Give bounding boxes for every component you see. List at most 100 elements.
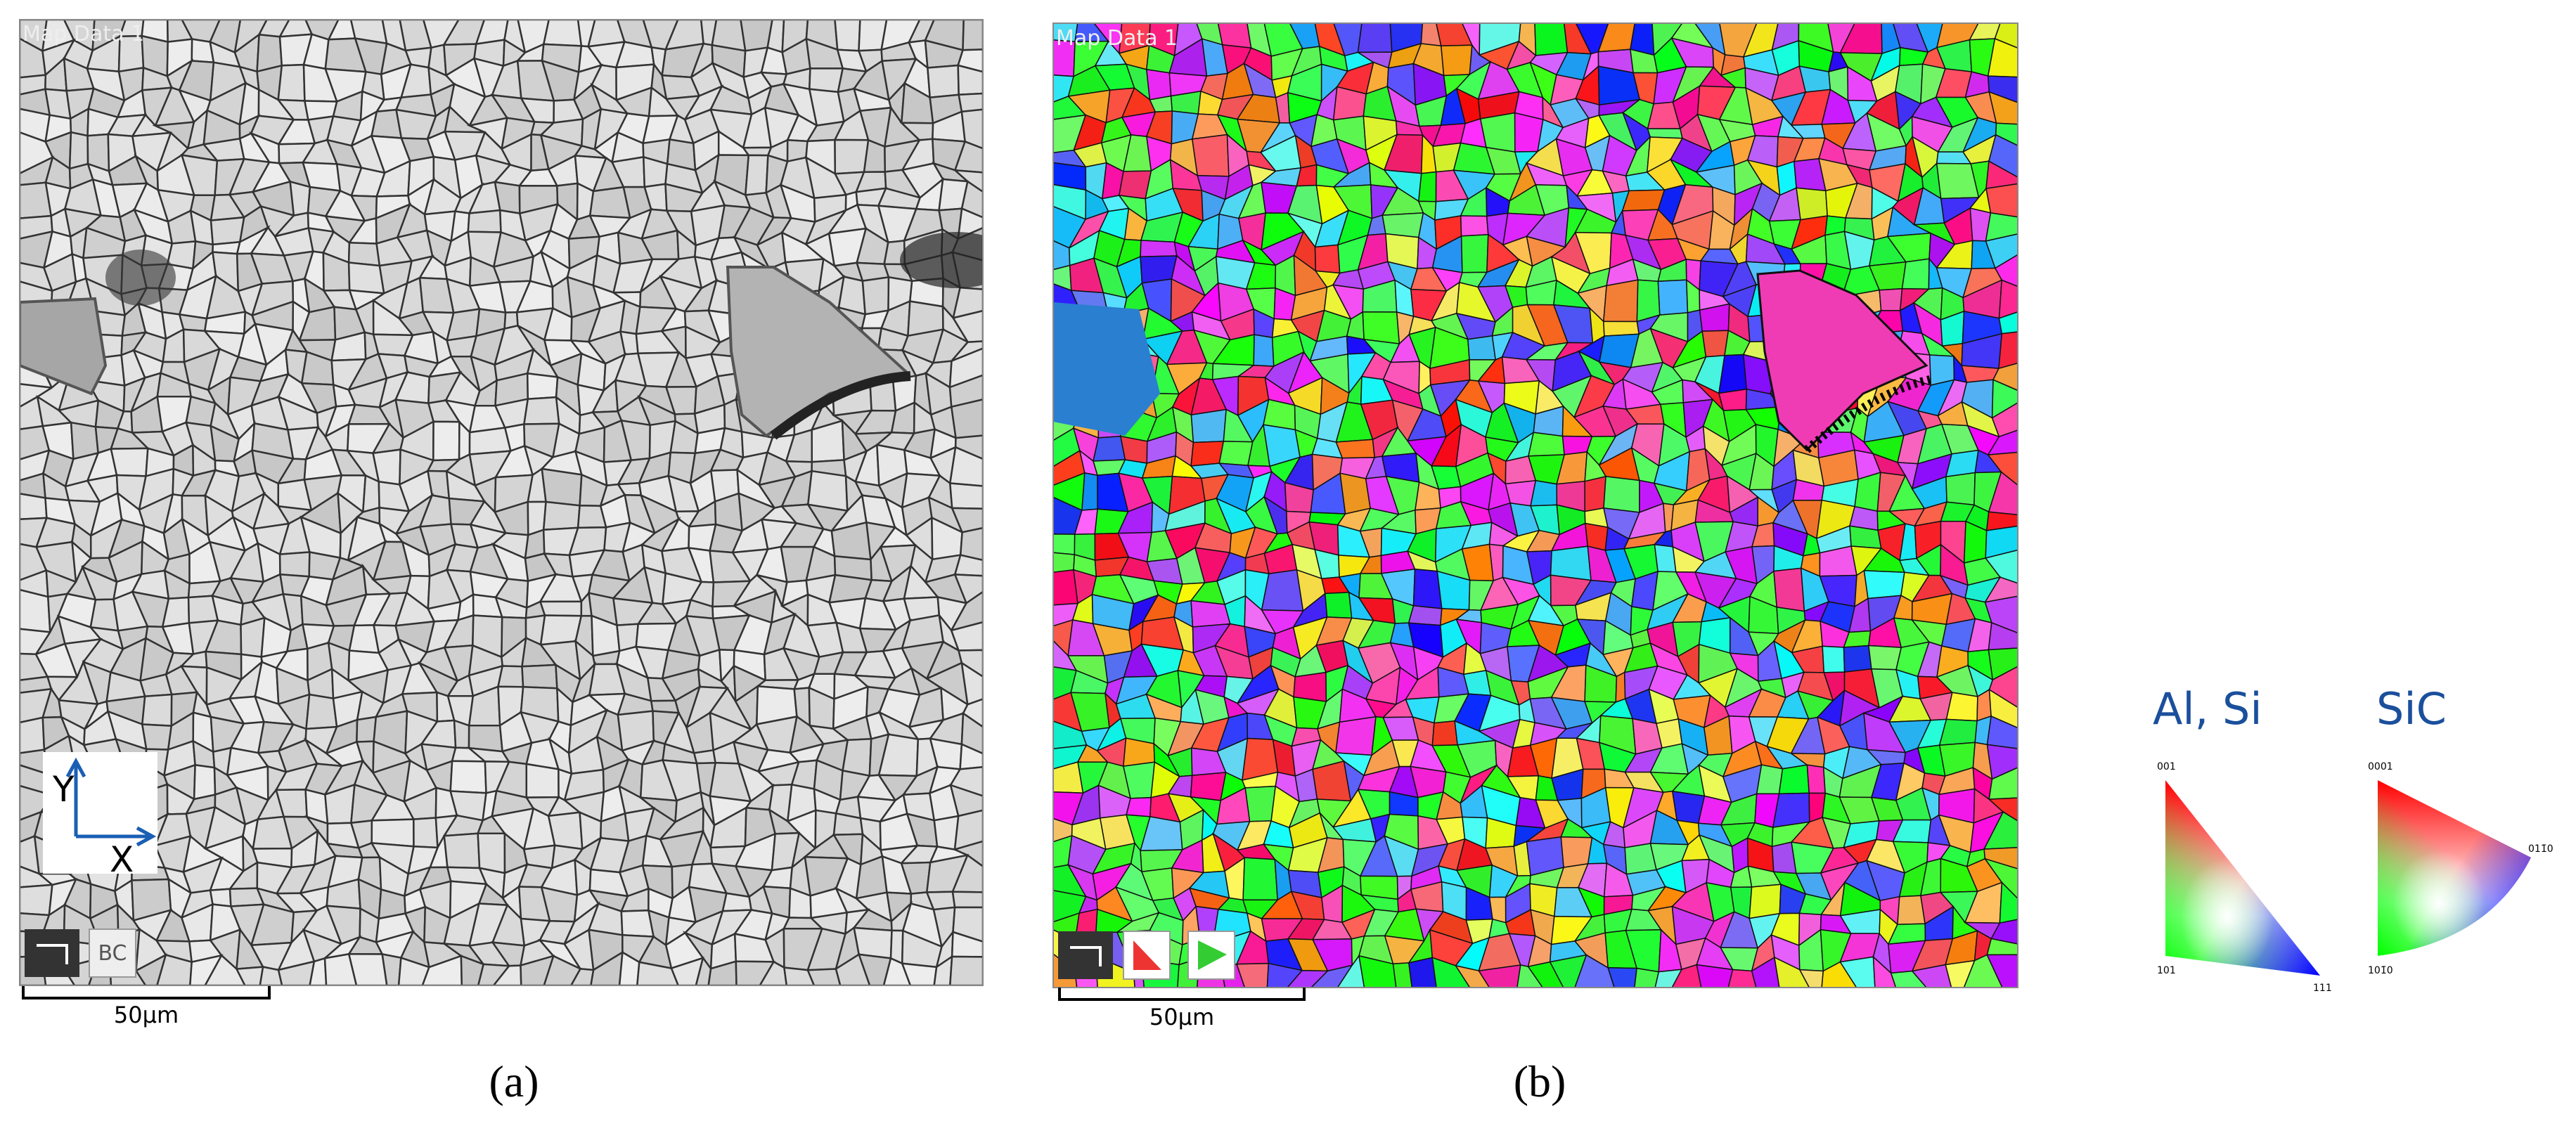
grain	[1986, 954, 2018, 988]
grain	[1093, 435, 1126, 462]
grain	[693, 749, 717, 765]
grain	[1191, 134, 1230, 177]
grain	[547, 811, 584, 850]
grain	[1990, 919, 2018, 945]
grain	[1696, 964, 1734, 988]
grain	[1987, 451, 2018, 486]
grain	[857, 953, 892, 985]
grain	[958, 92, 983, 113]
grain	[951, 931, 983, 958]
grain	[960, 108, 983, 150]
grain	[1310, 964, 1353, 988]
grain	[957, 64, 983, 96]
grain	[460, 954, 485, 985]
grain	[1984, 595, 2018, 634]
grain	[543, 954, 582, 985]
grain	[960, 711, 983, 755]
grain	[522, 396, 560, 425]
grain	[1440, 44, 1473, 77]
grain	[735, 960, 775, 985]
grain	[957, 207, 983, 240]
grain	[949, 784, 983, 817]
axis-x-label: X	[110, 839, 134, 880]
grain	[1417, 171, 1437, 202]
grain	[1654, 969, 1683, 988]
grain	[952, 286, 983, 320]
grain	[1911, 964, 1952, 988]
grain	[834, 20, 861, 52]
grain	[1984, 576, 2018, 603]
grain	[1460, 215, 1489, 237]
grain	[1053, 552, 1076, 574]
grain	[1190, 772, 1227, 801]
grain	[1985, 233, 2018, 269]
grain	[1337, 954, 1365, 988]
grain	[449, 760, 487, 794]
grain	[953, 554, 983, 577]
ipf-sector	[2378, 780, 2531, 956]
grain	[526, 372, 559, 401]
grain	[962, 20, 983, 51]
grain	[520, 954, 555, 985]
axis-indicator: Y X	[43, 752, 157, 880]
grain	[525, 763, 560, 798]
grain	[951, 853, 983, 893]
grain	[1527, 961, 1564, 988]
grain	[204, 954, 246, 985]
grain	[953, 140, 983, 174]
grain	[927, 64, 960, 99]
grain	[189, 954, 224, 985]
grain	[1998, 279, 2018, 319]
grain	[1244, 785, 1277, 822]
grain	[1145, 69, 1172, 101]
grain	[468, 427, 512, 455]
grain	[235, 966, 264, 985]
grain	[959, 743, 983, 770]
grain	[949, 590, 983, 632]
grain	[1988, 647, 2018, 681]
grain	[960, 180, 983, 219]
caption: (b)	[1514, 1056, 1566, 1106]
map-title: Map Data 1	[22, 22, 144, 46]
grain	[1408, 604, 1443, 626]
grain	[371, 818, 415, 848]
grain	[1727, 969, 1757, 988]
grain	[1140, 240, 1178, 257]
grain	[432, 420, 461, 462]
orientation-button[interactable]	[25, 929, 79, 977]
grain	[1053, 533, 1076, 555]
grain	[695, 956, 712, 985]
grain	[957, 649, 983, 678]
grain	[1998, 311, 2018, 335]
grain	[1984, 549, 2018, 584]
grain	[1999, 881, 2018, 924]
layer-button[interactable]	[89, 928, 136, 978]
grain	[1534, 23, 1569, 56]
grain	[1991, 402, 2018, 438]
grain	[1983, 811, 2018, 850]
orientation-button[interactable]	[1058, 931, 1113, 979]
grain	[1985, 525, 2018, 559]
grain	[834, 138, 870, 175]
grain	[496, 665, 524, 688]
grain	[1607, 967, 1637, 988]
grain	[141, 723, 173, 751]
grain	[1454, 964, 1490, 988]
grain	[1530, 479, 1558, 507]
grain	[1602, 279, 1639, 323]
grain	[1945, 472, 1976, 506]
grain	[1190, 441, 1225, 467]
layer-button-label: BC	[98, 941, 127, 966]
grain	[1992, 362, 2018, 391]
grain	[361, 474, 380, 514]
grain	[1671, 964, 1702, 988]
grain	[492, 964, 522, 985]
grain	[1879, 287, 1903, 311]
grain	[951, 309, 983, 343]
grain	[1266, 962, 1303, 988]
ipf-triangle	[2165, 780, 2320, 976]
corner-label: 101̄0	[2368, 965, 2393, 976]
grain	[1988, 767, 2018, 800]
